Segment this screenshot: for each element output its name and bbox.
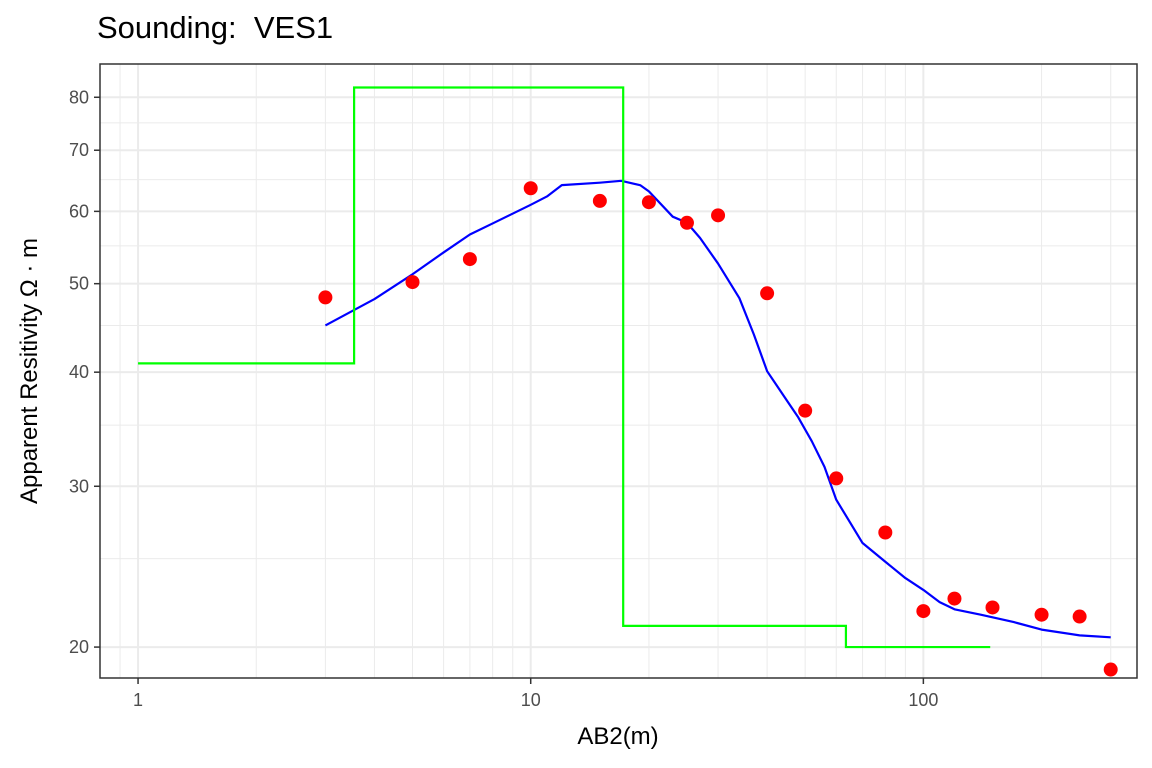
y-axis-title: Apparent Resitivity Ω · m [16, 238, 43, 504]
observed-data-point [1072, 609, 1087, 624]
series-layer [138, 86, 1118, 677]
observed-data-point [829, 471, 844, 486]
plot-border [99, 63, 1138, 679]
y-tick-label: 80 [69, 87, 89, 107]
observed-data-point [679, 215, 694, 230]
observed-data-point [711, 208, 726, 223]
observed-data-point [878, 525, 893, 540]
observed-data-point [1103, 662, 1118, 677]
x-tick-label: 1 [133, 690, 143, 710]
x-axis-title: AB2(m) [577, 723, 658, 750]
observed-data-point [947, 591, 962, 606]
observed-data-point [798, 403, 813, 418]
y-tick-label: 40 [69, 362, 89, 382]
grid-lines [99, 64, 1137, 678]
observed-data-point [641, 195, 656, 210]
fitted-curve-line [324, 179, 1111, 639]
y-tick-label: 20 [69, 637, 89, 657]
axes: 1 10 100 20 30 40 50 60 70 80 [69, 87, 938, 710]
observed-data-point [462, 252, 477, 267]
x-tick-label: 100 [908, 690, 938, 710]
observed-data-point [1034, 607, 1049, 622]
y-tick-label: 30 [69, 476, 89, 496]
observed-data-point [523, 181, 538, 196]
model-step-line [138, 86, 991, 649]
plot-panel [100, 64, 1137, 678]
observed-data-point [405, 275, 420, 290]
y-tick-label: 70 [69, 140, 89, 160]
y-tick-label: 60 [69, 201, 89, 221]
observed-data-point [985, 600, 1000, 615]
x-tick-label: 10 [521, 690, 541, 710]
chart-title: Sounding: VES1 [97, 10, 334, 45]
observed-data-point [760, 286, 775, 301]
observed-data-point [916, 604, 931, 619]
observed-data-point [592, 193, 607, 208]
observed-data-point [318, 290, 333, 305]
y-tick-label: 50 [69, 274, 89, 294]
